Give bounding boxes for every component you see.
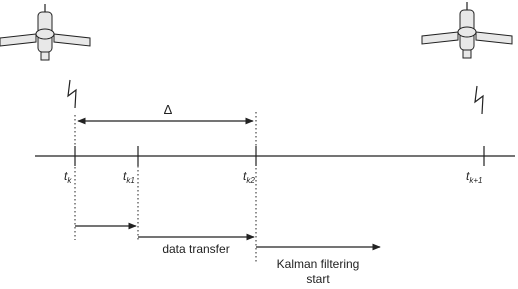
data-transfer-label: data transfer [162, 242, 229, 256]
tick-label: tk [64, 169, 72, 185]
kalman-label: Kalman filtering [277, 257, 360, 271]
satellite [422, 2, 512, 58]
satellite [0, 4, 90, 60]
signal [68, 80, 76, 108]
tick-subscript: k2 [246, 176, 255, 185]
tick-label: tk1 [123, 169, 135, 185]
kalman-label: start [306, 272, 330, 286]
signal [475, 86, 483, 114]
diagram: Δ tk tk1 tk2 tk+1 data transfer Kalman f… [0, 0, 518, 289]
tick-subscript: k+1 [469, 176, 482, 185]
tick-subscript: k1 [126, 176, 134, 185]
delta-label: Δ [164, 102, 173, 117]
tick-subscript: k [67, 176, 72, 185]
tick-label: tk2 [243, 169, 255, 185]
tick-label: tk+1 [466, 169, 482, 185]
